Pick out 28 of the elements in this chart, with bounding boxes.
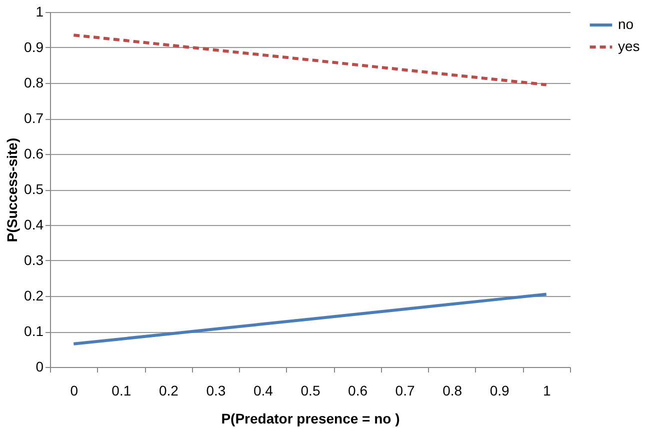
y-tick-label: 0.7 bbox=[24, 110, 44, 126]
legend-label: no bbox=[618, 16, 634, 32]
x-tick-label: 1 bbox=[542, 382, 551, 398]
y-tick-label: 0.6 bbox=[24, 146, 44, 162]
x-tick-label: 0.2 bbox=[158, 382, 179, 398]
legend-label: yes bbox=[618, 38, 640, 54]
x-tick-label: 0.3 bbox=[206, 382, 226, 398]
y-tick-label: 0.4 bbox=[24, 216, 44, 232]
x-tick-label: 0.7 bbox=[395, 382, 415, 398]
x-tick-label: 0 bbox=[70, 382, 78, 398]
y-tick-label: 0.3 bbox=[24, 252, 44, 268]
y-tick-label: 0.9 bbox=[24, 39, 44, 55]
line-series bbox=[72, 34, 548, 86]
x-tick-label: 0.8 bbox=[442, 382, 462, 398]
y-tick-label: 0.2 bbox=[24, 288, 44, 304]
y-tick-label: 0.8 bbox=[24, 74, 44, 90]
y-tick-label: 1 bbox=[36, 4, 44, 20]
line-series bbox=[72, 292, 548, 346]
x-tick-label: 0.5 bbox=[300, 382, 320, 398]
x-axis-title: P(Predator presence = no ) bbox=[221, 410, 400, 426]
y-tick-label: 0 bbox=[36, 358, 44, 374]
y-tick-label: 0.5 bbox=[24, 181, 44, 197]
x-tick-label: 0.1 bbox=[112, 382, 132, 398]
x-tick-label: 0.4 bbox=[253, 382, 274, 398]
x-tick-label: 0.6 bbox=[348, 382, 368, 398]
y-tick-label: 0.1 bbox=[24, 323, 44, 339]
y-axis-title: P(Success-site) bbox=[4, 138, 20, 242]
x-tick-label: 0.9 bbox=[490, 382, 510, 398]
